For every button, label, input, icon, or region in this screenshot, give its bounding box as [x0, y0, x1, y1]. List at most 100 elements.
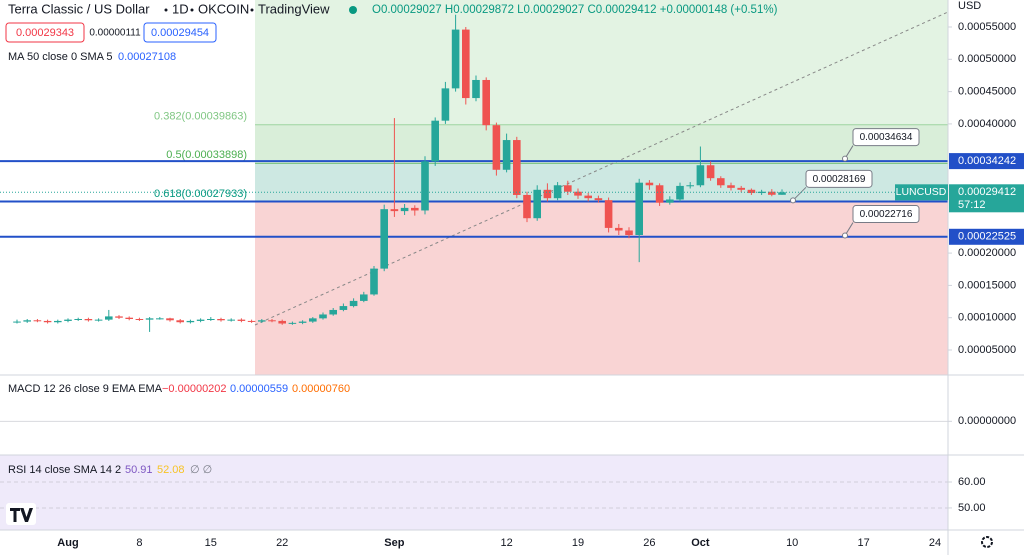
settings-icon[interactable]	[981, 536, 993, 548]
candle-body	[33, 320, 42, 322]
x-tick-label: 26	[643, 537, 655, 549]
candle-body	[115, 316, 123, 318]
candle-body	[604, 200, 613, 228]
callout-label: 0.00034634	[860, 132, 913, 143]
exchange: OKCOIN	[198, 1, 249, 16]
candle-body	[23, 320, 31, 322]
source: TradingView	[258, 1, 330, 16]
price-label: 0.00029412	[958, 186, 1016, 198]
level-axis-label-bg	[949, 228, 1024, 245]
candle-body	[400, 207, 409, 212]
candle-body	[43, 320, 52, 323]
logo[interactable]	[10, 508, 33, 522]
y-tick-label: 0.00050000	[958, 53, 1016, 65]
candle-body	[564, 185, 572, 192]
separator-dot	[190, 8, 194, 12]
rsi-legend: RSI 14 close SMA 14 2	[8, 464, 121, 476]
spread: 0.00000111	[89, 28, 141, 39]
x-tick-label: Oct	[691, 537, 710, 549]
candle-body	[513, 140, 521, 195]
candle-body	[74, 318, 82, 320]
candle-body	[645, 182, 654, 186]
x-tick-label: 17	[857, 537, 869, 549]
candle-body	[421, 161, 429, 211]
symbol-label-bg	[895, 184, 948, 201]
x-tick-label: 22	[276, 537, 288, 549]
candle-body	[360, 294, 368, 301]
y-tick-label: 0.00055000	[958, 21, 1016, 33]
candle-body	[717, 178, 725, 186]
y-tick-label: 0.00000000	[958, 415, 1016, 427]
macd-value: 0.00000760	[292, 383, 350, 395]
y-tick-label: 0.00045000	[958, 86, 1016, 98]
candle-body	[166, 318, 174, 321]
callout-point	[842, 232, 848, 239]
candle-body	[84, 318, 93, 321]
candle-body	[757, 191, 766, 194]
candle-body	[176, 320, 184, 323]
candle-body	[390, 209, 399, 212]
candle-body	[553, 185, 562, 199]
x-tick-label: Aug	[57, 537, 78, 549]
candle-body	[227, 319, 235, 321]
callout-leader	[792, 186, 807, 201]
fib-label: 0.382(0.00039863)	[154, 111, 247, 123]
candle-body	[370, 268, 378, 295]
candle-body	[64, 319, 72, 321]
symbol-label: LUNCUSD	[896, 186, 947, 198]
candle-body	[196, 319, 205, 321]
candle-body	[574, 191, 582, 196]
candle-body	[13, 321, 21, 323]
rsi-value: 52.08	[157, 464, 185, 476]
callout-label: 0.00022716	[860, 209, 913, 220]
candle-body	[737, 187, 745, 190]
candle-body	[676, 185, 684, 200]
ohlc: O0.00029027 H0.00029872 L0.00029027 C0.0…	[372, 4, 778, 16]
callout-box	[805, 169, 873, 188]
candle-body	[625, 230, 633, 236]
candle-body	[686, 185, 694, 187]
ma-value: 0.00027108	[118, 51, 176, 63]
candle-body	[462, 29, 470, 99]
candle-body	[768, 191, 776, 195]
sell-box[interactable]	[5, 22, 85, 43]
candle-body	[237, 319, 246, 321]
fib-label: 0.618(0.00027933)	[154, 188, 247, 200]
buy-box[interactable]	[143, 22, 217, 43]
candle-body	[706, 165, 715, 179]
candle-body	[472, 79, 480, 99]
fib-zone	[255, 201, 948, 375]
y-tick-label: 0.00015000	[958, 279, 1016, 291]
candle-body	[349, 300, 358, 307]
candle-body	[451, 29, 460, 89]
sell-price[interactable]: 0.00029343	[16, 27, 74, 39]
candle-body	[431, 120, 439, 162]
logo-bg[interactable]	[6, 503, 36, 525]
status-dot	[349, 6, 357, 14]
candle-body	[482, 79, 490, 126]
level-axis-label: 0.00022525	[958, 231, 1016, 243]
candle-body	[584, 195, 592, 199]
separator-dot	[164, 8, 168, 12]
level-axis-label-bg	[949, 153, 1024, 170]
callout-point	[790, 197, 796, 204]
candle-body	[258, 320, 266, 322]
buy-price[interactable]: 0.00029454	[151, 27, 209, 39]
candle-body	[747, 189, 756, 194]
fib-zone	[255, 0, 948, 125]
candle-body	[54, 320, 62, 323]
candle-body	[94, 319, 103, 321]
y-tick-label: 50.00	[958, 502, 986, 514]
rsi-background	[0, 455, 948, 530]
callout-point	[842, 155, 848, 162]
plot-layer: 0.00034634 0.00028169 0.00022716	[0, 14, 948, 332]
callout-label: 0.00028169	[813, 174, 866, 185]
x-tick-label: 24	[929, 537, 941, 549]
fib-label: 0.5(0.00033898)	[166, 149, 247, 161]
candle-body	[533, 189, 541, 219]
x-tick-label: Sep	[384, 537, 404, 549]
candle-body	[492, 125, 501, 170]
candle-body	[319, 314, 327, 319]
x-tick-label: 15	[205, 537, 217, 549]
rsi-value: ∅ ∅	[190, 464, 212, 476]
